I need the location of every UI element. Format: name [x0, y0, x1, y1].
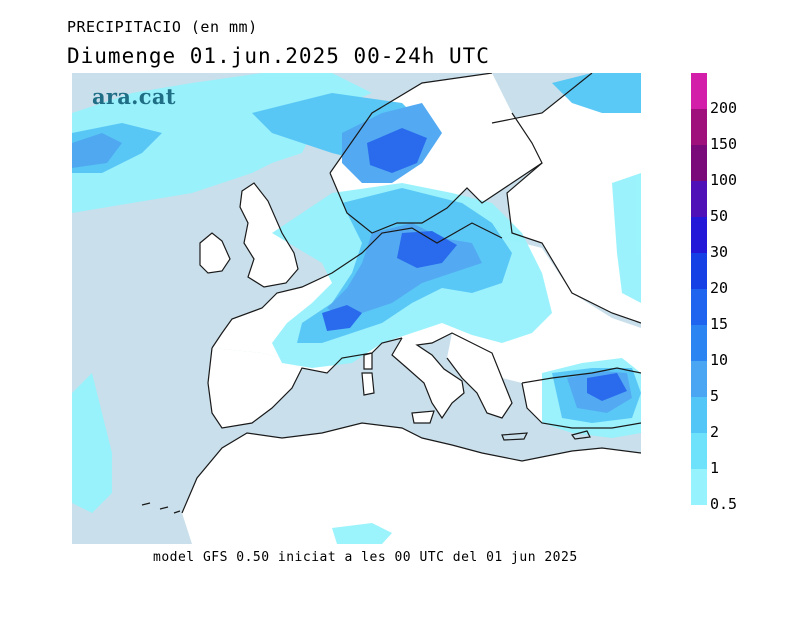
legend-label: 5	[710, 387, 720, 405]
land-sicily	[412, 411, 434, 423]
precip-area-light	[332, 523, 392, 544]
legend-swatch	[691, 253, 707, 289]
legend-swatch	[691, 325, 707, 361]
legend-label: 0.5	[710, 495, 738, 513]
legend-swatch	[691, 397, 707, 433]
legend-label: 50	[710, 207, 729, 225]
coastline-north-africa	[181, 422, 641, 514]
land-north-africa	[182, 423, 641, 544]
legend-swatch	[691, 289, 707, 325]
coastline-layer	[141, 73, 641, 514]
map-canvas	[72, 73, 641, 544]
coastline-baltic	[491, 73, 641, 324]
legend-label: 2	[710, 423, 720, 441]
legend-swatch	[691, 433, 707, 469]
coastline-ireland	[199, 232, 231, 274]
legend-label: 10	[710, 351, 729, 369]
precip-area-moderate	[552, 73, 641, 113]
model-run-footer: model GFS 0.50 iniciat a les 00 UTC del …	[153, 550, 578, 565]
legend-label: 15	[710, 315, 729, 333]
land-finland-russia	[492, 73, 641, 323]
coastline-corsica	[363, 352, 373, 370]
ara-cat-logo: ara.cat	[92, 84, 176, 109]
coastline-turkey	[521, 367, 641, 429]
legend-label: 100	[710, 171, 738, 189]
land-great-britain	[240, 183, 298, 287]
precipitation-map	[72, 73, 641, 544]
coastline-great-britain	[239, 182, 299, 288]
legend-swatch	[691, 145, 707, 181]
coastline-scandinavia	[329, 73, 543, 234]
precip-area-light	[612, 173, 641, 303]
precip-area-heavy	[72, 133, 122, 168]
precip-area-very-heavy	[587, 373, 627, 401]
coastline-canary-islands	[141, 502, 181, 514]
land-corsica	[364, 353, 372, 369]
coastline-sardinia	[361, 372, 375, 396]
coastline-italy	[391, 332, 513, 420]
coastline-sicily	[411, 410, 435, 424]
land-iberia	[208, 348, 302, 428]
legend-swatch	[691, 109, 707, 145]
chart-title: PRECIPITACIO (en mm)	[67, 18, 258, 36]
legend-label: 1	[710, 459, 720, 477]
legend-label: 200	[710, 99, 738, 117]
coastline-europe	[211, 222, 503, 349]
precip-area-very-heavy	[322, 305, 362, 331]
legend-swatch	[691, 361, 707, 397]
legend-label: 30	[710, 243, 729, 261]
precipitation-layer	[72, 73, 641, 544]
legend-label: 150	[710, 135, 738, 153]
legend-swatch	[691, 73, 707, 109]
legend-swatch	[691, 181, 707, 217]
precip-area-light	[72, 373, 112, 513]
land-italy	[392, 338, 464, 418]
land-balkans	[447, 333, 512, 418]
coastline-crete	[501, 432, 529, 441]
precip-area-very-heavy	[367, 128, 427, 173]
legend-swatch	[691, 469, 707, 505]
land-sardinia	[362, 373, 374, 395]
chart-subtitle-date: Diumenge 01.jun.2025 00-24h UTC	[67, 44, 490, 68]
legend-swatch	[691, 217, 707, 253]
legend-label: 20	[710, 279, 729, 297]
coastline-cyprus	[570, 430, 591, 440]
